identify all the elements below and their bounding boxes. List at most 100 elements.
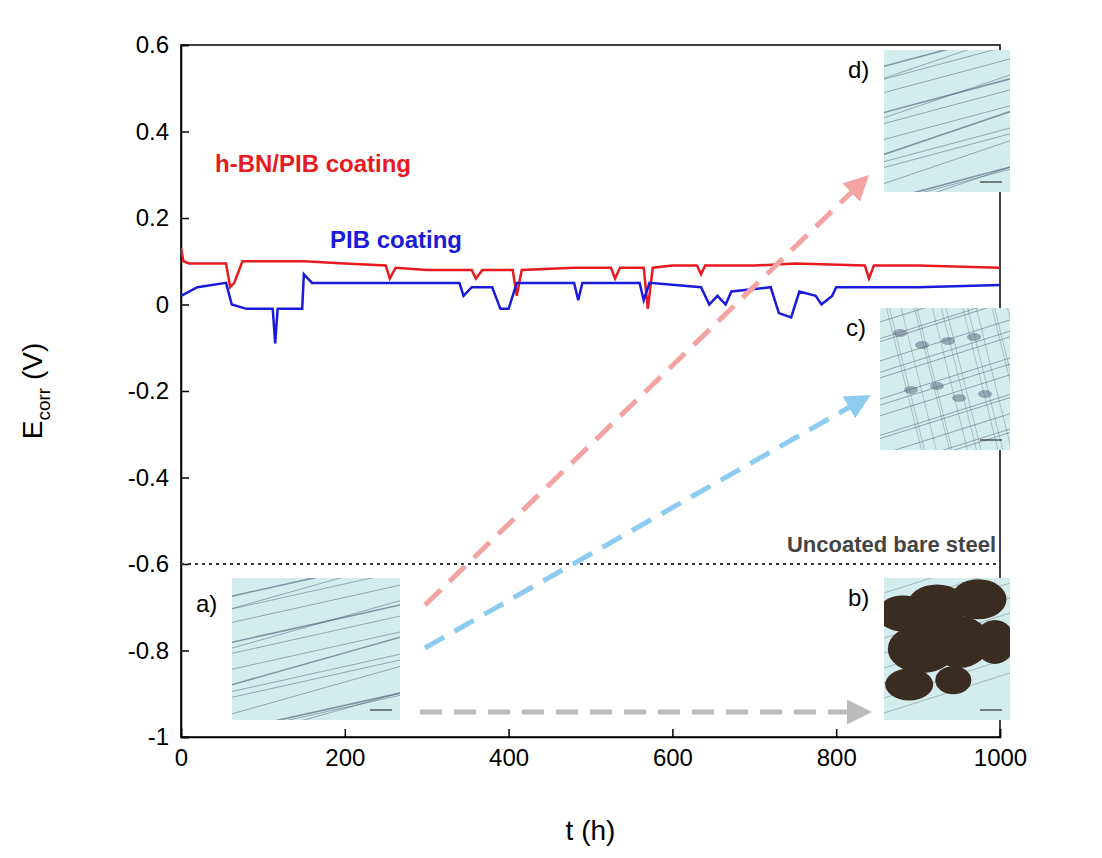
inset-spot	[941, 337, 955, 345]
tick: 400	[489, 729, 529, 771]
inset-scratch	[232, 717, 400, 720]
tick-mark	[345, 729, 347, 737]
inset-scratch	[232, 578, 400, 620]
tick: -0.4	[128, 464, 189, 491]
inset-label: d)	[848, 56, 869, 83]
tick-label: 0.4	[136, 118, 169, 145]
tick-mark	[181, 477, 189, 479]
axis-line	[182, 46, 190, 738]
inset-scratch	[232, 607, 400, 662]
inset-scratch	[887, 308, 927, 450]
inset-scale-bar	[370, 709, 392, 710]
inset-scratch	[880, 322, 1010, 382]
inset-scratch	[915, 308, 955, 450]
tick-label: 1000	[974, 744, 1027, 771]
tick: 0.6	[136, 31, 189, 58]
inset-scratch	[884, 50, 1010, 77]
inset-scratch	[232, 686, 400, 720]
series-label: h-BN/PIB coating	[215, 150, 411, 177]
tick-label: -0.8	[128, 637, 169, 664]
tick-label: -1	[148, 723, 169, 750]
tick: 1000	[974, 729, 1027, 771]
y-axis-title: Ecorr (V)	[17, 343, 54, 440]
tick-mark	[508, 729, 510, 737]
tick-mark	[181, 45, 189, 47]
inset-scratch	[992, 308, 1010, 450]
tick-label: 0.6	[136, 31, 169, 58]
inset-scratch	[232, 684, 400, 720]
inset-scratch	[880, 423, 1010, 450]
inset-scratch	[232, 623, 400, 678]
inset-scratch	[884, 158, 1010, 192]
inset-scratch	[880, 365, 1010, 425]
inset-spot	[915, 341, 929, 349]
tick: 600	[653, 729, 693, 771]
inset-scratch	[965, 308, 1005, 450]
inset-scratch	[974, 308, 1010, 450]
inset-scratch	[880, 308, 1010, 313]
inset-spot	[952, 394, 966, 402]
inset-scratch	[1005, 308, 1010, 450]
inset-spot	[904, 386, 918, 394]
inset-scale-bar	[980, 709, 1002, 710]
inset-scratch	[880, 404, 1010, 450]
tick-mark	[1000, 729, 1002, 737]
inset-label: b)	[848, 584, 869, 611]
tick-mark	[181, 131, 189, 133]
inset-background	[884, 50, 1010, 192]
inset-scratch	[880, 355, 1010, 415]
tick: -1	[148, 723, 189, 750]
tick-label: -0.4	[128, 464, 169, 491]
y-axis-title-part: corr	[33, 387, 54, 420]
series-line	[181, 563, 1000, 565]
x-axis: 0 200 400 600 800 1000	[175, 729, 1027, 771]
tick-mark	[672, 729, 674, 737]
inset-scratch	[960, 308, 1000, 450]
inset-scratch	[232, 655, 400, 720]
inset-scratch	[880, 385, 1010, 445]
inset-scratch	[884, 79, 1010, 134]
inset-background	[880, 308, 1010, 450]
inset-scratch	[884, 95, 1010, 150]
inset-scratch	[884, 117, 1010, 172]
tick-label: 0	[175, 744, 188, 771]
y-axis-title-part: E	[17, 421, 48, 440]
inset-scratch	[232, 596, 400, 651]
tick: 0.2	[136, 204, 189, 231]
inset-scratch	[880, 308, 1010, 348]
inset-scratch	[880, 308, 1010, 351]
inset-image	[877, 538, 1015, 720]
tick-label: 0	[156, 291, 169, 318]
series-label: Uncoated bare steel	[787, 532, 996, 557]
inset-spot	[930, 382, 944, 390]
inset-spot	[967, 333, 981, 341]
axis-line	[182, 729, 1001, 738]
tick: 200	[325, 729, 365, 771]
inset-scratch	[880, 443, 1010, 450]
arrow	[425, 400, 862, 648]
tick: 800	[817, 729, 857, 771]
inset-scratch	[884, 68, 1010, 123]
tick-mark	[836, 729, 838, 737]
inset-spot	[978, 390, 992, 398]
tick-label: -0.6	[128, 550, 169, 577]
chart: 0 200 400 600 800 1000 -1 -0.8 -0.6 -0.4 -0.2 0 0.2 0…	[0, 0, 1102, 858]
inset-scale-bar	[980, 181, 1002, 182]
inset-corrosion	[935, 666, 971, 694]
inset-spot	[893, 329, 907, 337]
inset-scratch	[884, 50, 1010, 57]
series-line	[181, 274, 1000, 343]
inset-label: a)	[196, 590, 217, 617]
tick-mark	[181, 391, 189, 393]
plot-frame	[181, 45, 1000, 737]
inset-scratch	[232, 589, 400, 659]
tick-label: -0.2	[128, 377, 169, 404]
tick-label: 400	[489, 744, 529, 771]
tick: -0.8	[128, 637, 189, 664]
arrow	[420, 710, 862, 715]
tick-label: 0.2	[136, 204, 169, 231]
inset-label: c)	[846, 314, 866, 341]
inset-scratch	[232, 714, 400, 720]
inset-scratch	[232, 578, 400, 605]
tick-label: 800	[817, 744, 857, 771]
